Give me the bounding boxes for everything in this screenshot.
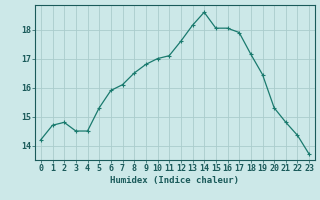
X-axis label: Humidex (Indice chaleur): Humidex (Indice chaleur) bbox=[110, 176, 239, 185]
